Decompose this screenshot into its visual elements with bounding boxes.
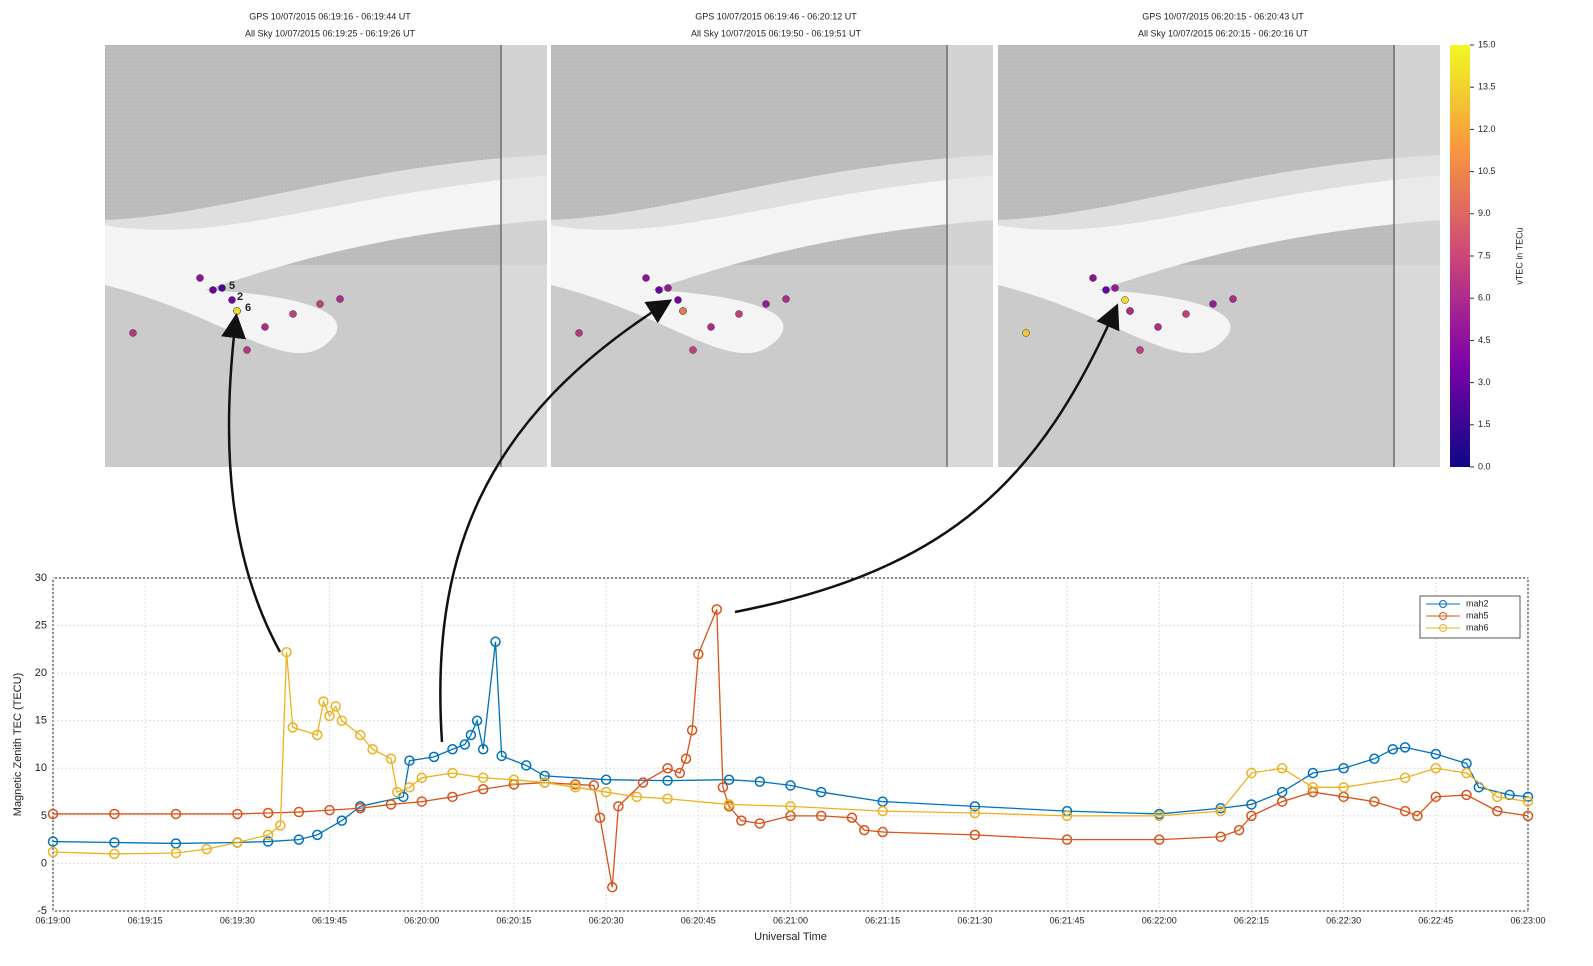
vtec-dot — [656, 287, 663, 294]
vtec-dot — [1230, 296, 1237, 303]
x-tick-label: 06:21:15 — [865, 915, 900, 925]
vtec-dot — [1103, 287, 1110, 294]
x-tick-label: 06:22:30 — [1326, 915, 1361, 925]
vtec-dot — [229, 297, 236, 304]
sky-edge — [500, 45, 547, 467]
vtec-dot — [219, 285, 226, 292]
vtec-dot — [576, 330, 583, 337]
x-tick-label: 06:21:45 — [1050, 915, 1085, 925]
vtec-dot — [783, 296, 790, 303]
colorbar-tick-label: 7.5 — [1478, 250, 1491, 260]
x-tick-label: 06:21:30 — [957, 915, 992, 925]
vtec-dot — [1155, 324, 1162, 331]
vtec-dot — [234, 308, 241, 315]
sky-edge — [946, 45, 993, 467]
colorbar-tick-label: 15.0 — [1478, 39, 1496, 49]
vtec-dot — [210, 287, 217, 294]
legend-label: mah6 — [1466, 622, 1489, 632]
colorbar-tick-label: 0.0 — [1478, 461, 1491, 471]
vtec-dot — [290, 311, 297, 318]
x-tick-label: 06:19:15 — [128, 915, 163, 925]
vtec-dot — [262, 324, 269, 331]
legend-label: mah2 — [1466, 598, 1489, 608]
vtec-dot — [643, 275, 650, 282]
colorbar-label: vTEC in TECu — [1514, 227, 1524, 284]
x-tick-label: 06:22:00 — [1142, 915, 1177, 925]
y-tick-label: 5 — [41, 810, 47, 822]
x-tick-label: 06:19:30 — [220, 915, 255, 925]
x-tick-label: 06:20:00 — [404, 915, 439, 925]
panel-title: All Sky 10/07/2015 06:19:50 - 06:19:51 U… — [691, 28, 862, 38]
vtec-dot — [1183, 311, 1190, 318]
y-tick-label: 25 — [35, 619, 47, 631]
y-axis-label: Magnetic Zenith TEC (TECU) — [12, 673, 24, 816]
x-tick-label: 06:20:45 — [681, 915, 716, 925]
vtec-dot — [1023, 330, 1030, 337]
vtec-dot — [197, 275, 204, 282]
colorbar — [1450, 45, 1470, 467]
vtec-dot — [690, 347, 697, 354]
vtec-dot — [1122, 297, 1129, 304]
colorbar-tick-label: 6.0 — [1478, 293, 1491, 303]
legend-label: mah5 — [1466, 610, 1489, 620]
colorbar-tick-label: 9.0 — [1478, 208, 1491, 218]
colorbar-tick-label: 10.5 — [1478, 166, 1496, 176]
vtec-dot — [317, 301, 324, 308]
pixel-grid — [998, 45, 1440, 467]
dot-label: 2 — [237, 291, 243, 303]
panel-title: GPS 10/07/2015 06:19:46 - 06:20:12 UT — [695, 11, 857, 21]
dot-label: 6 — [245, 302, 251, 314]
vtec-dot — [244, 347, 251, 354]
sky-edge — [1393, 45, 1440, 467]
vtec-dot — [736, 311, 743, 318]
colorbar-tick-label: 13.5 — [1478, 82, 1496, 92]
x-tick-label: 06:19:45 — [312, 915, 347, 925]
pixel-grid — [105, 45, 547, 467]
y-tick-label: 15 — [35, 715, 47, 727]
vtec-dot — [675, 297, 682, 304]
y-tick-label: 10 — [35, 762, 47, 774]
colorbar-tick-label: 3.0 — [1478, 377, 1491, 387]
x-tick-label: 06:23:00 — [1510, 915, 1545, 925]
panel-title: GPS 10/07/2015 06:19:16 - 06:19:44 UT — [249, 11, 411, 21]
dot-label: 5 — [229, 280, 235, 292]
panel-title: All Sky 10/07/2015 06:20:15 - 06:20:16 U… — [1138, 28, 1309, 38]
vtec-dot — [1127, 308, 1134, 315]
panel-title: GPS 10/07/2015 06:20:15 - 06:20:43 UT — [1142, 11, 1304, 21]
panel-title: All Sky 10/07/2015 06:19:25 - 06:19:26 U… — [245, 28, 416, 38]
y-tick-label: 30 — [35, 572, 47, 584]
y-tick-label: 0 — [41, 857, 47, 869]
x-tick-label: 06:19:00 — [35, 915, 70, 925]
y-tick-label: 20 — [35, 667, 47, 679]
x-tick-label: 06:21:00 — [773, 915, 808, 925]
page: {"chart_data": [ {"type": "image-panels"… — [0, 0, 1593, 966]
pixel-grid — [551, 45, 993, 467]
x-axis-label: Universal Time — [754, 931, 827, 943]
vtec-dot — [1210, 301, 1217, 308]
x-tick-label: 06:20:30 — [589, 915, 624, 925]
vtec-dot — [130, 330, 137, 337]
colorbar-tick-label: 12.0 — [1478, 124, 1496, 134]
vtec-dot — [1137, 347, 1144, 354]
figure: GPS 10/07/2015 06:19:16 - 06:19:44 UT All… — [0, 0, 1593, 966]
vtec-dot — [680, 308, 687, 315]
x-tick-label: 06:20:15 — [496, 915, 531, 925]
vtec-dot — [763, 301, 770, 308]
vtec-dot — [1090, 275, 1097, 282]
vtec-dot — [1112, 285, 1119, 292]
vtec-dot — [665, 285, 672, 292]
vtec-dot — [337, 296, 344, 303]
vtec-dot — [708, 324, 715, 331]
colorbar-tick-label: 1.5 — [1478, 419, 1491, 429]
x-tick-label: 06:22:15 — [1234, 915, 1269, 925]
x-tick-label: 06:22:45 — [1418, 915, 1453, 925]
colorbar-tick-label: 4.5 — [1478, 335, 1491, 345]
